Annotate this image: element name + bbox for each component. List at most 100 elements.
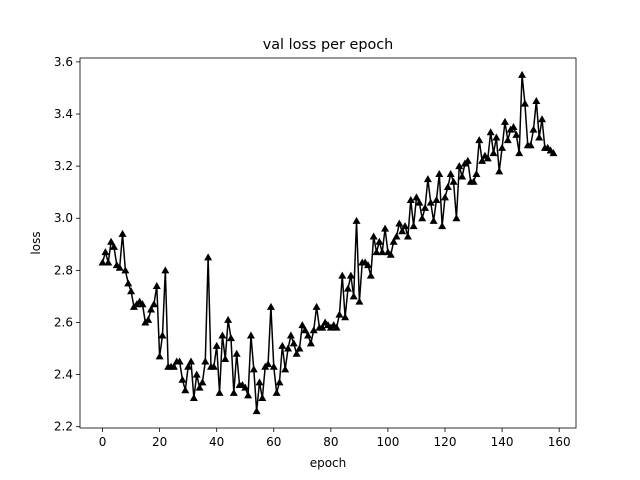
marker [226, 334, 235, 342]
x-tick-label: 120 [434, 435, 457, 449]
x-tick-label: 100 [376, 435, 399, 449]
marker [352, 216, 361, 224]
y-tick-label: 2.4 [54, 368, 73, 382]
marker [98, 258, 107, 266]
marker [423, 175, 432, 183]
marker [304, 331, 313, 339]
marker [341, 313, 350, 321]
marker [289, 339, 298, 347]
marker [452, 214, 461, 222]
marker [169, 362, 178, 370]
y-tick-label: 2.6 [54, 315, 73, 329]
marker [109, 242, 118, 250]
marker [363, 261, 372, 269]
marker [472, 169, 481, 177]
marker [115, 263, 124, 271]
marker [486, 128, 495, 136]
marker [412, 193, 421, 201]
marker [218, 331, 227, 339]
marker [332, 323, 341, 331]
marker [127, 287, 136, 295]
marker [549, 149, 558, 157]
chart-title: val loss per epoch [263, 37, 394, 53]
x-tick-label: 20 [152, 435, 167, 449]
marker [455, 162, 464, 170]
marker [518, 70, 527, 78]
y-tick-label: 3.6 [54, 55, 73, 69]
marker [138, 300, 147, 308]
marker [512, 130, 521, 138]
marker [215, 388, 224, 396]
marker [195, 383, 204, 391]
marker [149, 300, 158, 308]
marker [209, 362, 218, 370]
marker [489, 149, 498, 157]
marker [538, 115, 547, 123]
marker [366, 271, 375, 279]
marker [286, 331, 295, 339]
marker [309, 326, 318, 334]
marker [301, 326, 310, 334]
marker [187, 357, 196, 365]
marker [389, 237, 398, 245]
marker [532, 96, 541, 104]
marker [107, 237, 116, 245]
marker [269, 362, 278, 370]
marker [503, 136, 512, 144]
marker [158, 331, 167, 339]
marker [406, 196, 415, 204]
marker [118, 229, 127, 237]
marker [403, 232, 412, 240]
marker [409, 222, 418, 230]
marker [529, 125, 538, 133]
marker [281, 365, 290, 373]
marker [386, 250, 395, 258]
marker [346, 271, 355, 279]
marker [184, 362, 193, 370]
x-tick-label: 160 [548, 435, 571, 449]
plot-frame [79, 57, 577, 429]
marker [401, 222, 410, 230]
marker [432, 196, 441, 204]
marker [495, 167, 504, 175]
marker [395, 219, 404, 227]
marker [121, 266, 130, 274]
x-tick-label: 140 [491, 435, 514, 449]
marker [458, 172, 467, 180]
marker [104, 258, 113, 266]
marker [338, 271, 347, 279]
marker [469, 177, 478, 185]
marker [372, 248, 381, 256]
marker [441, 193, 450, 201]
y-tick-label: 3.2 [54, 159, 73, 173]
marker [443, 182, 452, 190]
marker [278, 341, 287, 349]
marker [244, 391, 253, 399]
marker [229, 388, 238, 396]
marker [255, 378, 264, 386]
data-line [101, 74, 554, 412]
marker [224, 315, 233, 323]
marker [295, 344, 304, 352]
marker [178, 375, 187, 383]
marker [272, 388, 281, 396]
marker [175, 357, 184, 365]
marker [355, 297, 364, 305]
marker [124, 279, 133, 287]
marker [421, 203, 430, 211]
marker [155, 352, 164, 360]
x-tick-label: 0 [99, 435, 107, 449]
marker [492, 133, 501, 141]
marker [378, 248, 387, 256]
marker [249, 365, 258, 373]
y-tick-label: 2.8 [54, 263, 73, 277]
marker [498, 143, 507, 151]
marker [306, 339, 315, 347]
x-tick-label: 40 [209, 435, 224, 449]
marker [232, 349, 241, 357]
y-tick-label: 2.2 [54, 420, 73, 434]
marker [435, 169, 444, 177]
marker [201, 357, 210, 365]
